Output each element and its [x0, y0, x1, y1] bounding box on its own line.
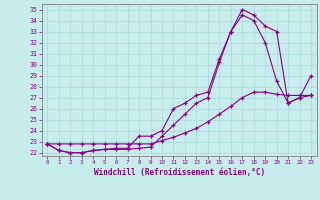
- X-axis label: Windchill (Refroidissement éolien,°C): Windchill (Refroidissement éolien,°C): [94, 168, 265, 177]
